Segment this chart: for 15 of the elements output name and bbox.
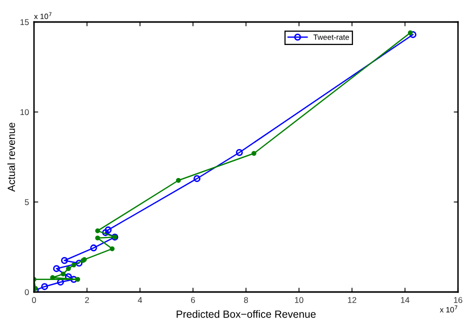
y-axis-title: Actual revenue (7, 122, 16, 192)
x-axis-title: Predicted Box−office Revenue (176, 310, 316, 318)
x-tick-label: 16 (454, 297, 462, 303)
x-tick-label: 10 (295, 297, 304, 303)
x-tick-label: 8 (244, 297, 248, 303)
y-tick-label: 10 (20, 109, 29, 116)
y-tick-label: 0 (24, 289, 29, 296)
x-tick-label: 12 (348, 297, 356, 303)
y-tick-label: 5 (24, 199, 29, 206)
x-tick-label: 6 (191, 297, 195, 303)
x-tick-label: 4 (138, 297, 142, 303)
y-tick-label: 15 (20, 19, 29, 26)
x-tick-label: 2 (85, 297, 89, 303)
x-tick-label: 0 (32, 297, 36, 303)
x-tick-label: 14 (401, 297, 410, 303)
